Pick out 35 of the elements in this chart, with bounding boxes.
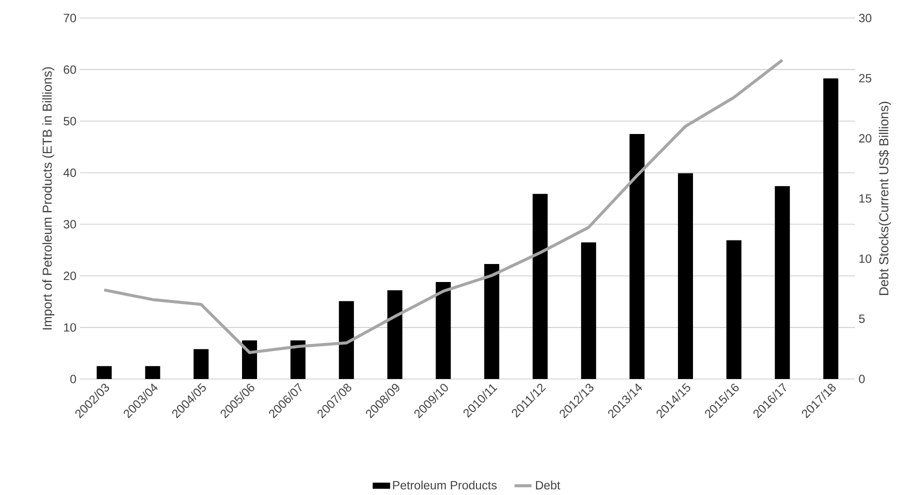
bar xyxy=(387,290,402,380)
bar xyxy=(532,194,548,380)
y-tick-label: 0 xyxy=(70,374,76,384)
y-axis-title: Import of Petroleum Products (ETB in Billions) xyxy=(42,67,54,330)
y-tick-label: 70 xyxy=(64,14,76,22)
bar xyxy=(145,366,160,380)
y-tick-label: 10 xyxy=(64,323,76,332)
bar xyxy=(726,240,742,380)
bar xyxy=(823,78,838,380)
y2-tick-label: 25 xyxy=(859,74,872,82)
y-tick-label: 30 xyxy=(64,220,76,229)
bar xyxy=(290,340,306,380)
y2-tick-label: 5 xyxy=(859,314,865,324)
y2-tick-label: 0 xyxy=(858,374,865,384)
y2-tick-label: 10 xyxy=(859,254,872,263)
bar xyxy=(436,282,451,380)
bar xyxy=(581,242,596,380)
y-tick-label: 60 xyxy=(64,65,76,74)
y-tick-label: 50 xyxy=(64,117,76,126)
y2-axis-title: Debt Stocks(Current US$ Billions) xyxy=(878,102,891,296)
legend-label: Debt xyxy=(536,480,560,490)
y2-tick-label: 20 xyxy=(859,134,872,143)
y-tick-label: 40 xyxy=(63,168,76,178)
bar xyxy=(630,134,645,380)
bar xyxy=(484,264,500,380)
bar xyxy=(774,186,790,380)
y2-tick-label: 30 xyxy=(858,14,872,22)
line-series xyxy=(102,58,784,354)
bar xyxy=(194,349,209,380)
y2-tick-label: 15 xyxy=(859,194,872,203)
bar xyxy=(96,366,112,380)
legend-label: Petroleum Products xyxy=(393,480,497,490)
bar xyxy=(338,301,354,380)
y-tick-label: 20 xyxy=(64,272,76,280)
bar xyxy=(678,173,693,380)
